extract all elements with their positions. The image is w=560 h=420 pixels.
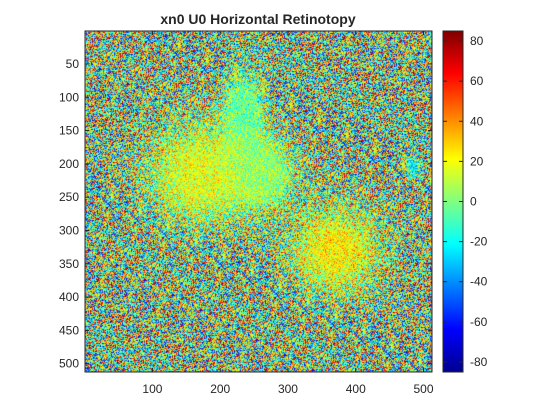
colorbar-tick-label: -20 [470, 235, 488, 249]
y-axis-ticks: 50 100 150 200 250 300 350 400 450 500 [59, 57, 432, 371]
x-tick-label: 500 [414, 382, 434, 396]
y-tick-label: 100 [59, 90, 79, 104]
colorbar-tick-label: 40 [470, 114, 484, 128]
colorbar-tick-label: -60 [470, 315, 488, 329]
colorbar-tick-label: 60 [470, 74, 484, 88]
colorbar-tick-label: -40 [470, 275, 488, 289]
x-tick-label: 300 [278, 382, 298, 396]
y-tick-label: 350 [59, 257, 79, 271]
x-tick-label: 100 [142, 382, 162, 396]
colorbar-tick-label: 20 [470, 154, 484, 168]
heatmap-image-container [85, 31, 432, 372]
colorbar-tick-label: 0 [470, 195, 477, 209]
x-tick-label: 400 [346, 382, 366, 396]
y-tick-label: 200 [59, 157, 79, 171]
y-tick-label: 400 [59, 290, 79, 304]
x-axis-ticks: 100 200 300 400 500 [142, 31, 434, 396]
y-tick-label: 450 [59, 323, 79, 337]
y-tick-label: 500 [59, 357, 79, 371]
y-tick-label: 150 [59, 124, 79, 138]
y-tick-label: 300 [59, 223, 79, 237]
chart-title: xn0 U0 Horizontal Retinotopy [160, 11, 355, 27]
heatmap-image [85, 31, 432, 372]
y-tick-label: 50 [66, 57, 80, 71]
colorbar-tick-label: 80 [470, 34, 484, 48]
colorbar-tick-label: -80 [470, 355, 488, 369]
plot-frame [84, 30, 433, 373]
x-tick-label: 200 [210, 382, 230, 396]
colorbar-ticks: 80 60 40 20 0 -20 -40 -60 -80 [443, 34, 488, 369]
y-tick-label: 250 [59, 190, 79, 204]
